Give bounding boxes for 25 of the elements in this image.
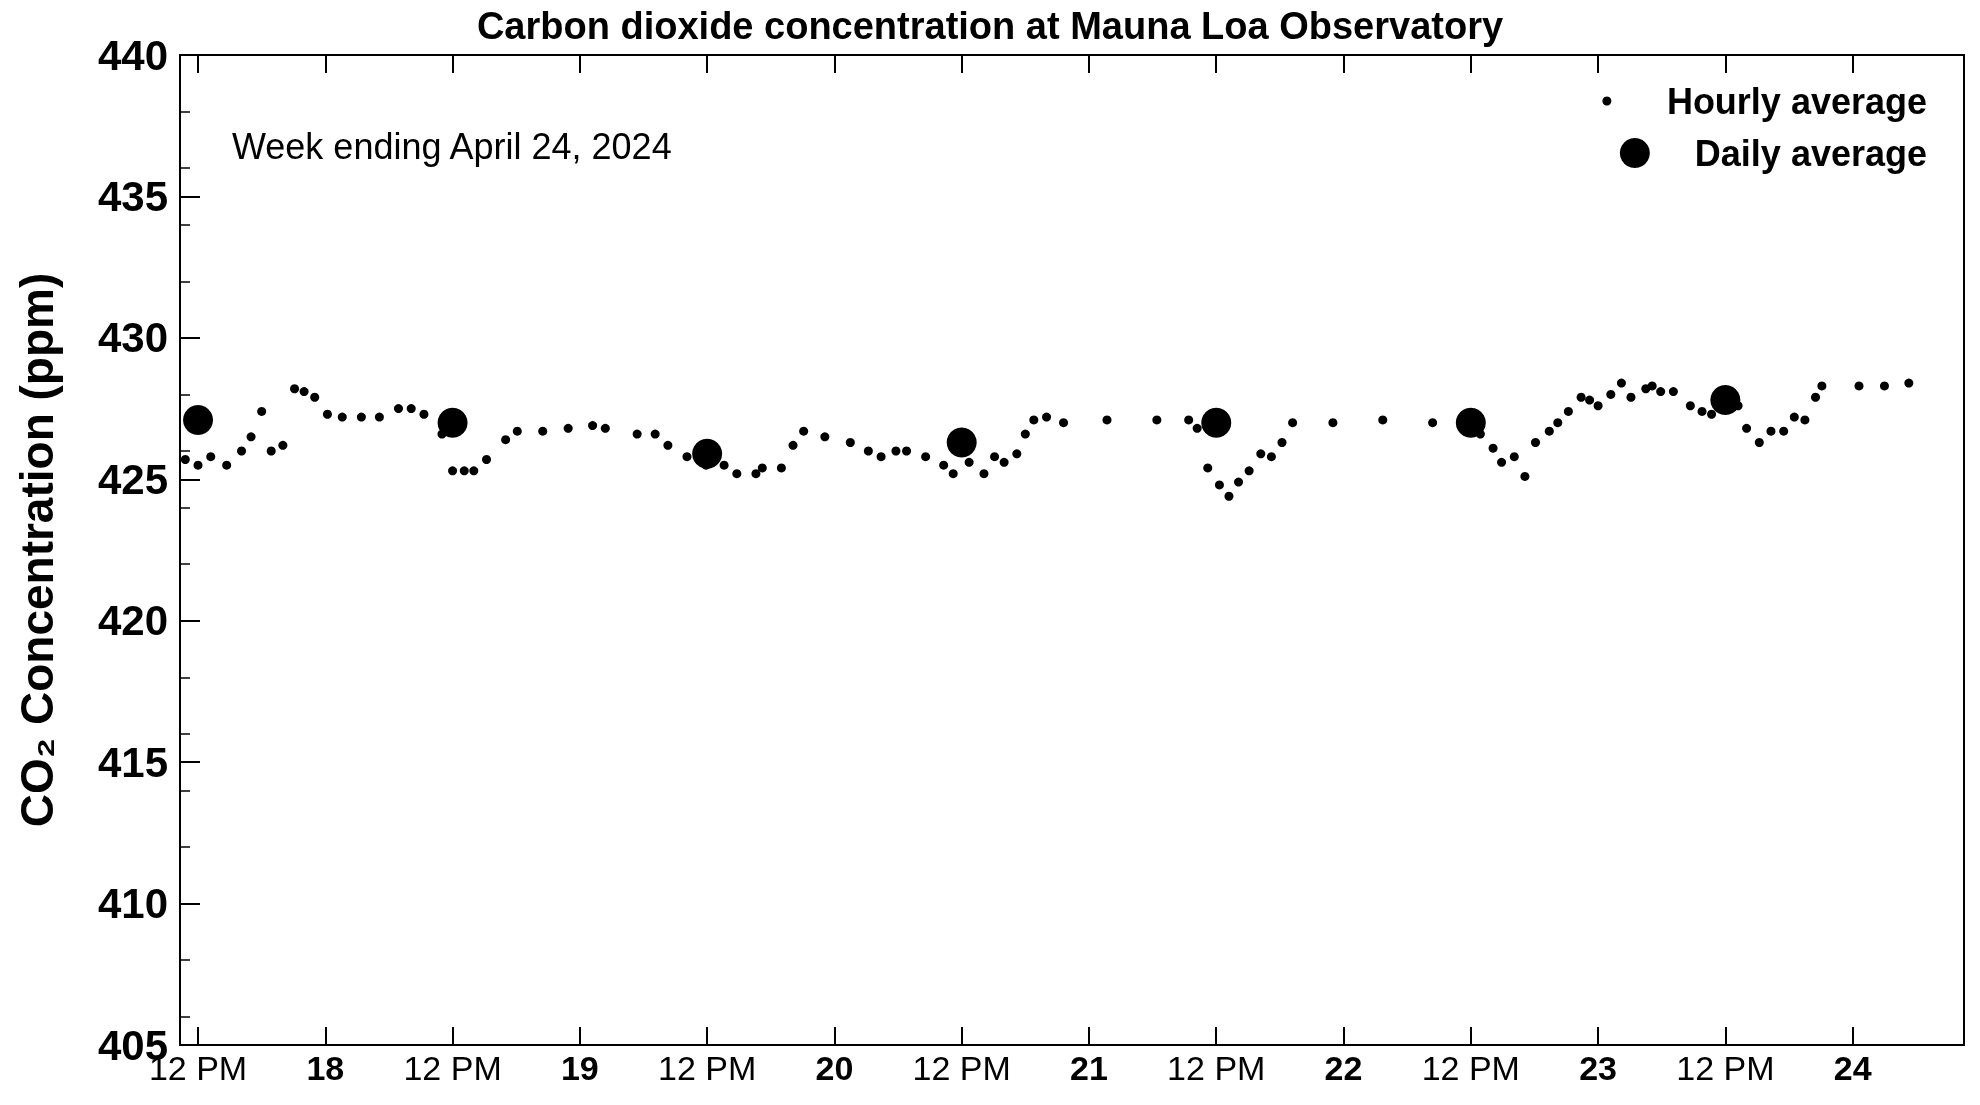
- x-tick-label: 19: [560, 1049, 599, 1087]
- x-tick-label: 12 PM: [1676, 1049, 1775, 1087]
- x-tick-label: 12 PM: [658, 1049, 757, 1087]
- y-tick-label: 430: [97, 314, 168, 362]
- x-tick-label: 12 PM: [912, 1049, 1011, 1087]
- y-tick-label: 410: [97, 880, 168, 928]
- x-tick-label: 12 PM: [403, 1049, 502, 1087]
- x-tick-label: 12 PM: [1167, 1049, 1266, 1087]
- x-tick-label: 21: [1070, 1049, 1108, 1087]
- x-tick-label: 18: [306, 1049, 345, 1087]
- legend-label: Hourly average: [1666, 80, 1927, 122]
- y-tick-label: 435: [97, 172, 168, 220]
- chart-title: Carbon dioxide concentration at Mauna Loa Observatory: [476, 5, 1504, 47]
- x-tick-label: 20: [815, 1049, 854, 1087]
- y-tick-label: 420: [97, 597, 168, 645]
- x-tick-label: 22: [1324, 1049, 1363, 1087]
- y-axis-title: CO₂ Concentration (ppm): [11, 272, 63, 828]
- x-tick-label: 23: [1579, 1049, 1617, 1087]
- x-tick-label: 12 PM: [1421, 1049, 1520, 1087]
- annotation: Week ending April 24, 2024: [232, 125, 672, 167]
- legend-label: Daily average: [1694, 132, 1927, 174]
- y-tick-label: 425: [97, 455, 168, 503]
- y-tick-label: 440: [97, 31, 168, 79]
- x-tick-label: 24: [1833, 1049, 1872, 1087]
- y-tick-label: 415: [97, 738, 168, 786]
